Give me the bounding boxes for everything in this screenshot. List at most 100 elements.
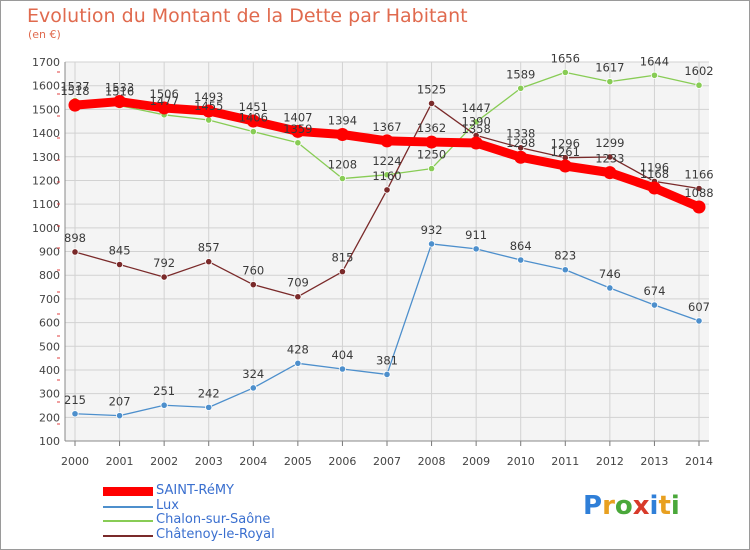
x-tick-label: 2011: [551, 455, 579, 468]
data-point-0: [558, 159, 572, 173]
data-label-3: 845: [109, 244, 131, 258]
data-label-1: 607: [688, 300, 710, 314]
data-label-0: 1168: [640, 167, 669, 181]
data-label-1: 428: [287, 342, 309, 356]
data-label-2: 1250: [417, 148, 446, 162]
data-label-1: 215: [64, 393, 86, 407]
data-point-1: [338, 365, 347, 373]
data-label-0: 1362: [417, 121, 446, 135]
legend-label: Châtenoy-le-Royal: [156, 526, 275, 542]
data-point-0: [68, 98, 82, 112]
legend-label: Lux: [156, 497, 179, 513]
data-label-2: 1537: [60, 80, 89, 94]
logo-letter: i: [670, 491, 680, 521]
data-label-2: 1208: [328, 158, 357, 172]
data-label-2: 1617: [595, 61, 624, 75]
data-label-2: 1455: [194, 99, 223, 113]
data-point-0: [202, 104, 216, 118]
x-tick-label: 2008: [418, 455, 446, 468]
data-point-1: [517, 256, 525, 264]
data-point-0: [291, 124, 305, 138]
x-tick-label: 2003: [195, 455, 223, 468]
y-tick-label: 600: [39, 317, 60, 330]
x-tick-label: 2012: [596, 455, 624, 468]
data-point-3: [606, 153, 614, 161]
data-point-0: [380, 134, 394, 148]
data-label-1: 207: [109, 395, 131, 409]
data-label-2: 1406: [239, 111, 268, 125]
data-label-0: 1518: [60, 84, 89, 98]
y-tick-label: 400: [39, 364, 60, 377]
data-label-0: 1367: [372, 120, 401, 134]
logo-letter: r: [602, 491, 615, 521]
data-point-0: [692, 200, 706, 214]
data-label-3: 815: [331, 251, 353, 265]
data-label-3: 1525: [417, 82, 446, 96]
legend-swatch: [103, 534, 153, 537]
y-tick-label: 200: [39, 411, 60, 424]
logo-letter: P: [583, 491, 603, 521]
data-label-2: 1224: [372, 154, 401, 168]
y-tick-label: 1600: [32, 80, 60, 93]
data-point-0: [113, 95, 127, 109]
data-point-3: [205, 258, 213, 266]
data-point-1: [249, 384, 257, 392]
proxiti-logo: Proxiti: [583, 491, 680, 521]
data-label-3: 1166: [684, 167, 713, 181]
data-label-0: 1233: [595, 152, 624, 166]
data-point-1: [695, 317, 703, 325]
legend-swatch: [103, 520, 153, 522]
data-point-1: [427, 240, 436, 248]
data-label-1: 324: [242, 367, 264, 381]
data-label-1: 242: [198, 386, 220, 400]
chart-title: Evolution du Montant de la Dette par Hab…: [27, 5, 468, 27]
data-label-3: 1390: [462, 114, 491, 128]
data-point-2: [606, 78, 614, 86]
data-point-1: [115, 412, 124, 420]
x-tick-label: 2014: [685, 455, 713, 468]
data-label-2: 1516: [105, 85, 134, 99]
data-point-3: [71, 248, 79, 256]
y-tick-label: 1000: [32, 222, 60, 235]
data-label-3: 709: [287, 276, 309, 290]
data-label-1: 746: [599, 267, 621, 281]
data-label-0: 1261: [551, 145, 580, 159]
legend-swatch: [103, 505, 153, 508]
data-label-3: 898: [64, 231, 86, 245]
data-point-2: [517, 84, 525, 92]
data-point-0: [157, 101, 171, 115]
data-label-3: 1296: [551, 137, 580, 151]
data-point-0: [335, 127, 349, 141]
y-tick-label: 1500: [32, 103, 60, 116]
data-label-0: 1407: [283, 110, 312, 124]
data-point-1: [383, 370, 391, 379]
x-tick-label: 2013: [640, 455, 668, 468]
y-tick-label: 1300: [32, 151, 60, 164]
data-label-3: 1160: [372, 169, 401, 183]
y-tick-label: 300: [39, 388, 60, 401]
data-label-2: 1589: [506, 67, 535, 81]
data-label-2: 1359: [283, 122, 312, 136]
logo-letter: i: [649, 491, 659, 521]
data-label-0: 1533: [105, 81, 134, 95]
data-label-2: 1602: [684, 64, 713, 78]
y-tick-label: 700: [39, 293, 60, 306]
legend-label: Chalon-sur-Saône: [156, 512, 271, 527]
legend-swatch: [103, 487, 153, 496]
x-tick-label: 2007: [373, 455, 401, 468]
x-tick-label: 2009: [462, 455, 490, 468]
chart-unit: (en €): [28, 28, 61, 41]
data-label-1: 404: [331, 348, 353, 362]
data-point-2: [205, 116, 213, 124]
data-label-0: 1506: [150, 87, 179, 101]
data-label-3: 857: [198, 241, 220, 255]
data-point-3: [160, 273, 168, 281]
data-label-3: 760: [242, 264, 264, 278]
data-point-3: [294, 293, 302, 301]
data-point-0: [603, 166, 617, 180]
data-point-1: [160, 401, 168, 409]
data-point-1: [650, 301, 659, 309]
data-label-2: 1644: [640, 54, 669, 68]
data-point-0: [514, 150, 528, 164]
